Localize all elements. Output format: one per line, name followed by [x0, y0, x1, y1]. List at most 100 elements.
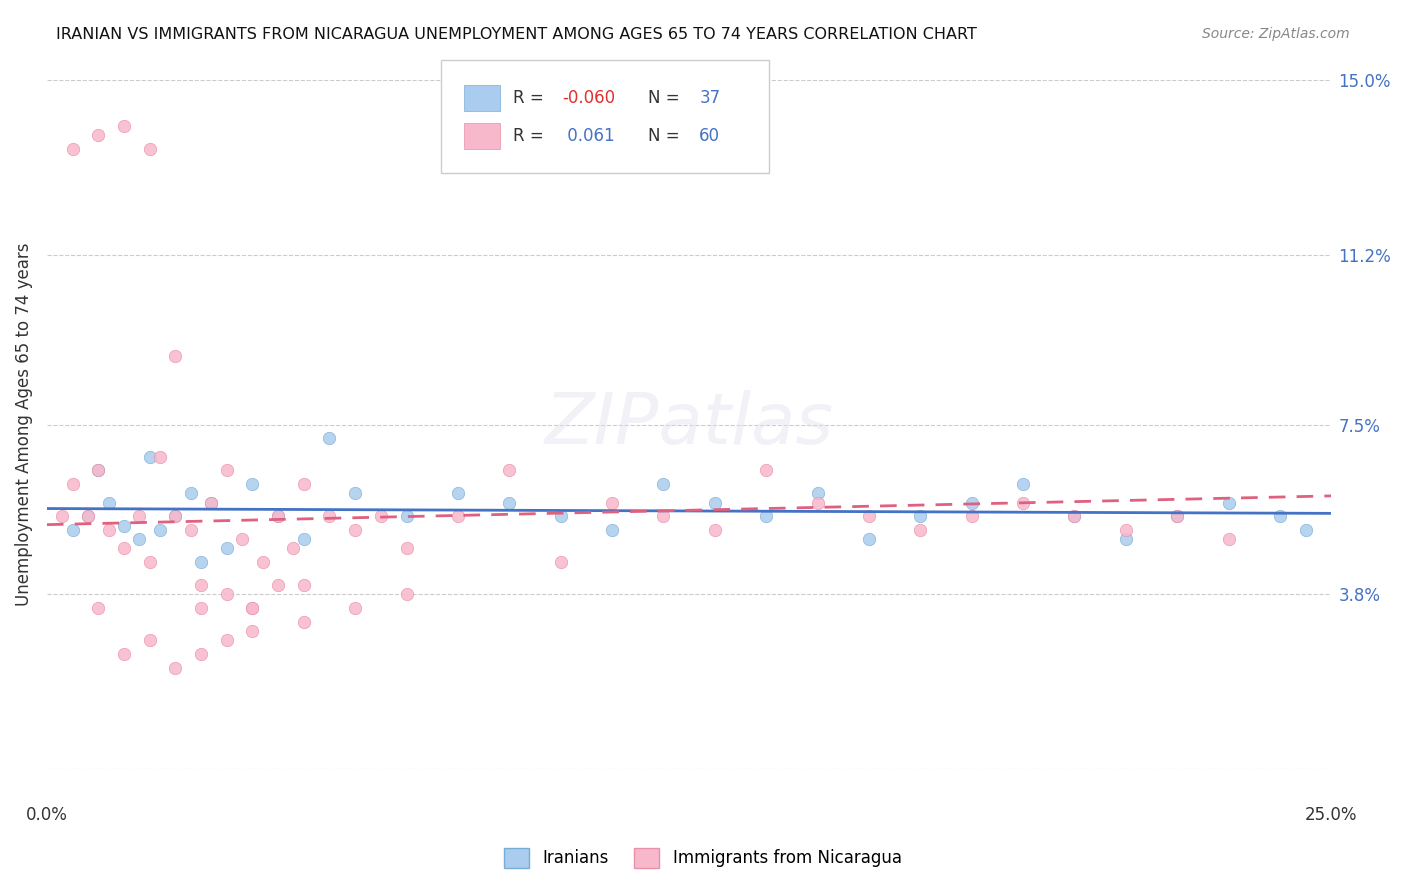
Point: [87, 463, 110, 477]
Point: [858, 533, 880, 547]
Point: [1115, 533, 1137, 547]
Point: [395, 587, 418, 601]
Point: [960, 509, 983, 524]
Text: ZIPatlas: ZIPatlas: [544, 390, 834, 459]
Point: [498, 495, 520, 509]
Point: [190, 601, 212, 615]
Point: [149, 523, 172, 537]
Point: [231, 533, 253, 547]
Point: [138, 450, 160, 464]
Point: [190, 578, 212, 592]
Point: [806, 495, 828, 509]
Point: [1295, 523, 1317, 537]
Point: [200, 495, 222, 509]
Point: [703, 495, 725, 509]
Text: 60: 60: [699, 127, 720, 145]
Point: [252, 555, 274, 569]
Point: [1115, 523, 1137, 537]
Point: [395, 541, 418, 556]
Point: [138, 142, 160, 156]
Point: [292, 578, 315, 592]
Point: [242, 601, 264, 615]
Point: [1012, 477, 1035, 491]
Point: [550, 555, 572, 569]
Point: [292, 615, 315, 629]
Point: [77, 509, 100, 524]
Y-axis label: Unemployment Among Ages 65 to 74 years: Unemployment Among Ages 65 to 74 years: [15, 243, 32, 607]
Point: [87, 601, 110, 615]
Point: [292, 477, 315, 491]
Point: [1012, 495, 1035, 509]
Text: 25.0%: 25.0%: [1305, 805, 1358, 823]
Point: [344, 486, 367, 500]
Text: Source: ZipAtlas.com: Source: ZipAtlas.com: [1202, 27, 1350, 41]
Point: [498, 463, 520, 477]
Legend: Iranians, Immigrants from Nicaragua: Iranians, Immigrants from Nicaragua: [498, 841, 908, 875]
Point: [344, 523, 367, 537]
FancyBboxPatch shape: [464, 85, 501, 112]
Point: [755, 509, 778, 524]
Point: [242, 624, 264, 639]
Point: [165, 349, 187, 363]
Text: -0.060: -0.060: [562, 89, 614, 107]
Point: [138, 555, 160, 569]
Point: [755, 463, 778, 477]
Point: [806, 486, 828, 500]
Point: [1166, 509, 1188, 524]
Text: R =: R =: [513, 89, 550, 107]
Point: [447, 509, 470, 524]
Point: [292, 533, 315, 547]
Point: [242, 601, 264, 615]
Point: [215, 633, 238, 648]
Point: [910, 509, 932, 524]
Point: [51, 509, 73, 524]
Point: [112, 518, 135, 533]
Point: [242, 477, 264, 491]
Point: [1218, 495, 1240, 509]
Point: [200, 495, 222, 509]
Point: [62, 477, 84, 491]
Text: R =: R =: [513, 127, 550, 145]
Point: [703, 523, 725, 537]
Point: [447, 486, 470, 500]
Point: [77, 509, 100, 524]
Point: [180, 486, 202, 500]
Point: [215, 587, 238, 601]
Point: [128, 509, 150, 524]
Point: [62, 142, 84, 156]
Point: [165, 509, 187, 524]
Point: [600, 495, 623, 509]
Point: [128, 533, 150, 547]
Point: [215, 541, 238, 556]
Point: [97, 495, 120, 509]
Point: [97, 523, 120, 537]
Point: [370, 509, 392, 524]
Text: 0.0%: 0.0%: [25, 805, 67, 823]
Text: 37: 37: [699, 89, 720, 107]
Text: N =: N =: [648, 89, 685, 107]
Point: [267, 509, 290, 524]
Point: [395, 509, 418, 524]
Point: [62, 523, 84, 537]
FancyBboxPatch shape: [441, 60, 769, 173]
Point: [283, 541, 305, 556]
Point: [87, 128, 110, 143]
FancyBboxPatch shape: [464, 123, 501, 149]
Point: [1218, 533, 1240, 547]
Point: [910, 523, 932, 537]
Text: N =: N =: [648, 127, 685, 145]
Point: [318, 431, 340, 445]
Text: 0.061: 0.061: [562, 127, 614, 145]
Point: [550, 509, 572, 524]
Point: [344, 601, 367, 615]
Point: [112, 647, 135, 661]
Point: [87, 463, 110, 477]
Point: [112, 541, 135, 556]
Point: [112, 119, 135, 133]
Point: [267, 509, 290, 524]
Point: [960, 495, 983, 509]
Point: [267, 578, 290, 592]
Point: [190, 647, 212, 661]
Text: IRANIAN VS IMMIGRANTS FROM NICARAGUA UNEMPLOYMENT AMONG AGES 65 TO 74 YEARS CORR: IRANIAN VS IMMIGRANTS FROM NICARAGUA UNE…: [56, 27, 977, 42]
Point: [149, 450, 172, 464]
